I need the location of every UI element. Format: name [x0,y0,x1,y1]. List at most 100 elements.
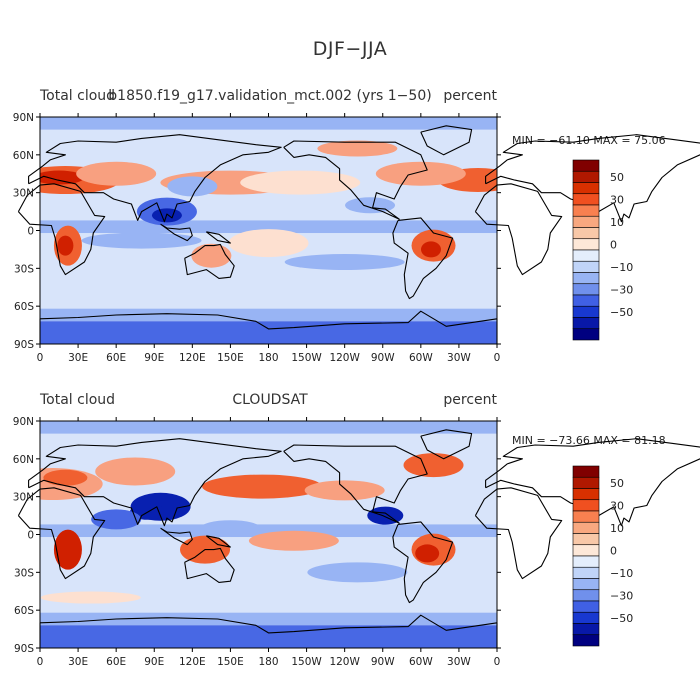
lon-tick-label: 120E [179,656,206,668]
anomaly-region [81,232,202,249]
africa-coastline [17,487,563,580]
minmax-readout: MIN = −61.10 MAX = 75.06 [512,134,666,147]
australia-coastline [184,547,235,583]
colorbar-label: −30 [610,283,633,296]
north-america-coastline [283,444,428,524]
anomaly-region [95,457,176,486]
minmax-readout: MIN = −73.66 MAX = 81.18 [512,434,666,447]
lon-tick-label: 60W [409,656,433,668]
colorbar-swatch [572,283,600,296]
zonal-band [40,421,497,434]
lat-tick-label: 0 [27,530,34,542]
anomaly-region [53,529,82,570]
anomaly-region [191,243,232,268]
colorbar: 50 30 10 0 −10 −30 −50 [572,465,633,647]
lat-tick-label: 60S [14,605,34,617]
anomaly-region [57,235,74,256]
anomaly-region [43,469,88,486]
lon-tick-label: 90W [371,352,395,364]
lon-tick-label: 120W [329,352,360,364]
anomaly-region [76,161,157,186]
panel-left-label: Total cloud [40,88,116,104]
figure-title: DJF−JJA [312,38,388,60]
anomaly-region [167,176,218,197]
lon-tick-label: 120W [329,656,360,668]
anomaly-region [403,453,464,478]
colorbar-swatch [572,521,600,534]
colorbar-swatch [572,227,600,240]
zonal-band [40,612,497,626]
colorbar-swatch [572,600,600,613]
colorbar-swatch [572,488,600,501]
lon-tick-label: 90E [144,352,164,364]
lon-tick-label: 60E [106,656,126,668]
lat-tick-label: 90N [13,416,34,428]
lon-tick-label: 0 [494,352,501,364]
lon-tick-label: 60E [106,352,126,364]
anomaly-region [317,140,398,157]
anomaly-region [91,509,142,530]
south-america-coastline [392,217,454,300]
colorbar-swatch [572,533,600,546]
colorbar-label: −10 [610,567,633,580]
anomaly-region [284,254,405,271]
colorbar-swatch [572,476,600,489]
colorbar-label: 0 [610,238,617,251]
colorbar-swatch [572,566,600,579]
colorbar-label: 10 [610,216,624,229]
colorbar-label: 50 [610,477,624,490]
anomaly-region [420,241,441,258]
colorbar-swatch [572,510,600,523]
zonal-band [40,117,497,130]
colorbar-swatch [572,555,600,568]
cloud-anomaly-field [40,117,497,344]
colorbar-swatch [572,465,600,478]
panel-units-label: percent [443,88,497,104]
lat-tick-label: 60N [13,150,34,162]
colorbar-swatch [572,623,600,636]
lat-tick-label: 30N [13,492,34,504]
lon-tick-label: 90W [371,656,395,668]
new-guinea-coastline [205,231,231,244]
lat-tick-label: 60N [13,454,34,466]
colorbar-swatch [572,249,600,262]
lon-tick-label: 150W [291,352,322,364]
zonal-band [40,524,497,538]
colorbar-label: −30 [610,589,633,602]
anomaly-region [200,520,261,537]
colorbar-label: −10 [610,261,633,274]
colorbar-swatch [572,305,600,318]
lon-tick-label: 180 [258,352,278,364]
colorbar: 50 30 10 0 −10 −30 −50 [572,159,633,341]
colorbar-swatch [572,589,600,602]
lon-tick-label: 30E [68,352,88,364]
colorbar-swatch [572,611,600,624]
colorbar-label: −50 [610,306,633,319]
panel-units-label: percent [443,392,497,408]
lat-tick-label: 30S [14,567,34,579]
lat-tick-label: 90S [14,643,34,655]
lat-tick-label: 0 [27,226,34,238]
anomaly-region [415,544,440,563]
anomaly-region [228,229,309,258]
lon-tick-label: 0 [37,352,44,364]
colorbar-swatch [572,294,600,307]
cloud-anomaly-field [40,421,497,648]
colorbar-swatch [572,159,600,172]
colorbar-swatch [572,578,600,591]
anomaly-region [240,170,361,195]
colorbar-swatch [572,170,600,183]
lon-tick-label: 60W [409,352,433,364]
zonal-band [40,321,497,344]
africa-coastline [17,183,563,276]
lon-tick-label: 150W [291,656,322,668]
greenland-coastline [420,125,473,156]
lon-tick-label: 30W [447,352,471,364]
colorbar-swatch [572,238,600,251]
colorbar-label: 50 [610,171,624,184]
